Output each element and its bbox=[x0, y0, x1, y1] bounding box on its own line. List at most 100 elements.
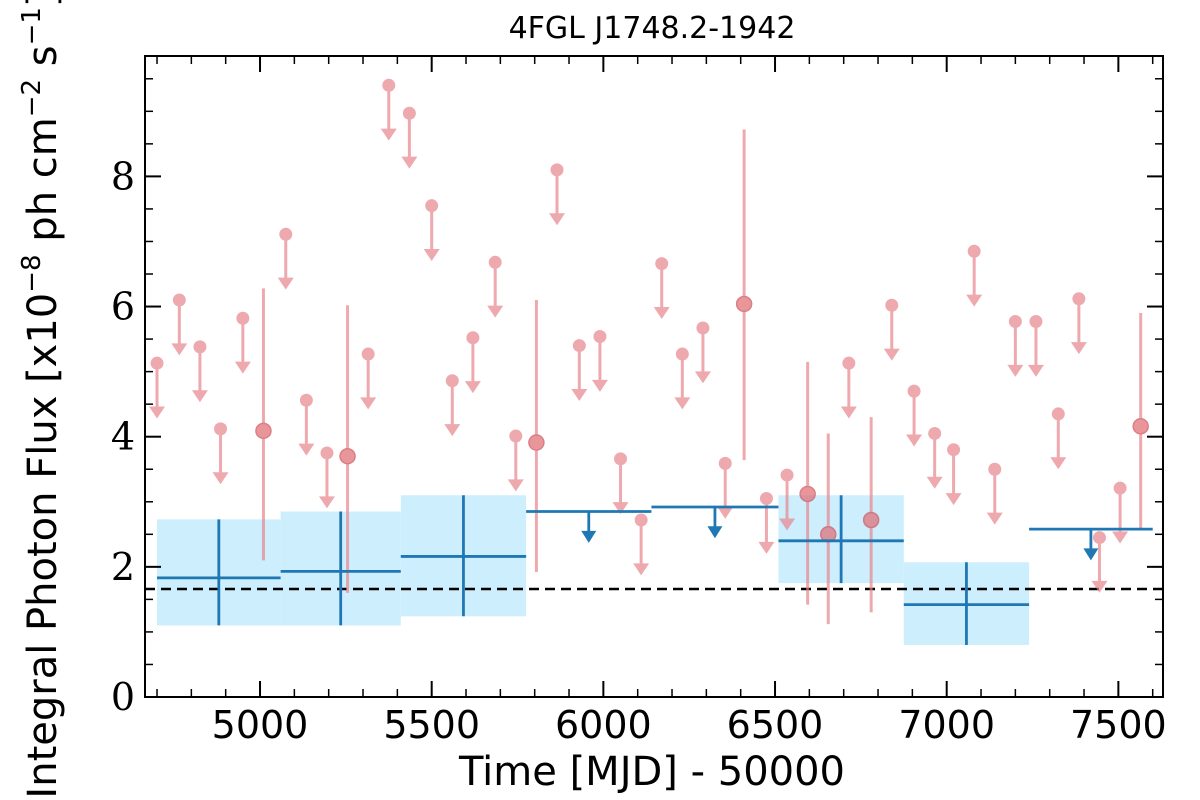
x-tick-label: 6000 bbox=[555, 703, 652, 747]
upper-limit-arrowhead bbox=[1070, 342, 1087, 355]
upper-limit-point bbox=[988, 462, 1002, 476]
upper-limit-point bbox=[1008, 315, 1022, 329]
upper-limit-point bbox=[509, 429, 523, 443]
y-tick-label: 2 bbox=[111, 545, 135, 589]
short-bin-upper-limit bbox=[906, 384, 923, 447]
upper-limit-point bbox=[320, 446, 334, 460]
upper-limit-arrowhead bbox=[507, 479, 524, 492]
upper-limit-arrowhead bbox=[1007, 364, 1024, 377]
long-bin-series bbox=[157, 495, 1153, 645]
upper-limit-arrowhead bbox=[277, 277, 294, 290]
upper-limit-arrowhead bbox=[401, 156, 418, 169]
short-bin-upper-limit bbox=[674, 347, 691, 410]
upper-limit-arrowhead bbox=[1050, 457, 1067, 470]
short-bin-upper-limit bbox=[591, 329, 608, 392]
upper-limit-point bbox=[150, 356, 164, 370]
short-bin-upper-limit bbox=[966, 244, 983, 307]
upper-limit-point bbox=[675, 347, 689, 361]
chart-title: 4FGL J1748.2-1942 bbox=[509, 11, 796, 46]
upper-limit-point bbox=[214, 422, 228, 436]
upper-limit-point bbox=[696, 321, 710, 335]
upper-limit-point bbox=[634, 513, 648, 527]
short-bin-upper-limit bbox=[779, 468, 796, 531]
upper-limit-arrowhead bbox=[171, 343, 188, 356]
axes-frame bbox=[144, 55, 1164, 698]
long-bin-upper-limit bbox=[526, 510, 652, 543]
upper-limit-arrowhead bbox=[906, 434, 923, 447]
upper-limit-arrowhead bbox=[360, 397, 377, 410]
short-bin-upper-limit bbox=[1027, 315, 1044, 377]
tick-marks bbox=[145, 56, 1163, 698]
upper-limit-arrowhead bbox=[612, 502, 629, 515]
short-bin-detection bbox=[1132, 313, 1149, 531]
upper-limit-arrowhead bbox=[926, 476, 943, 489]
upper-limit-point bbox=[550, 163, 564, 177]
short-bin-upper-limit bbox=[986, 462, 1003, 525]
short-bin-upper-limit bbox=[318, 446, 335, 509]
short-bin-upper-limit bbox=[883, 298, 900, 361]
detection-point bbox=[862, 511, 880, 529]
short-bin-upper-limit bbox=[487, 255, 504, 318]
upper-limit-arrowhead bbox=[883, 348, 900, 361]
upper-limit-point bbox=[193, 340, 207, 354]
upper-limit-point bbox=[299, 393, 313, 407]
upper-limit-arrowhead bbox=[318, 496, 335, 509]
upper-limit-arrowhead bbox=[423, 249, 440, 262]
upper-limit-point bbox=[593, 329, 607, 343]
short-bin-detection bbox=[735, 129, 753, 461]
y-tick-label: 4 bbox=[111, 415, 135, 459]
detection-point bbox=[339, 447, 356, 465]
x-tick-label: 5000 bbox=[212, 703, 309, 747]
short-bin-series bbox=[149, 78, 1149, 625]
x-axis-label: Time [MJD] - 50000 bbox=[458, 749, 845, 795]
upper-limit-point bbox=[1113, 481, 1127, 495]
short-bin-upper-limit bbox=[380, 78, 397, 141]
y-tick-label: 8 bbox=[111, 154, 135, 198]
short-bin-upper-limit bbox=[298, 393, 315, 456]
short-bin-upper-limit bbox=[926, 426, 943, 489]
long-bin-ul-arrowhead bbox=[581, 530, 597, 543]
x-tick-label: 5500 bbox=[383, 703, 480, 747]
upper-limit-arrowhead bbox=[549, 213, 566, 226]
upper-limit-point bbox=[907, 384, 921, 398]
upper-limit-point bbox=[445, 374, 459, 388]
upper-limit-arrowhead bbox=[464, 381, 481, 394]
detection-point bbox=[255, 422, 272, 440]
upper-limit-arrowhead bbox=[966, 294, 983, 307]
short-bin-upper-limit bbox=[423, 199, 440, 262]
upper-limit-point bbox=[361, 347, 375, 361]
short-bin-upper-limit bbox=[277, 227, 294, 290]
long-bin-detection bbox=[157, 519, 281, 626]
short-bin-upper-limit bbox=[464, 331, 481, 394]
x-tick-label: 7500 bbox=[1070, 703, 1167, 747]
upper-limit-arrowhead bbox=[149, 406, 166, 419]
short-bin-upper-limit bbox=[191, 340, 208, 403]
long-bin-ul-arrowhead bbox=[707, 526, 723, 539]
short-bin-upper-limit bbox=[212, 422, 229, 485]
upper-limit-point bbox=[614, 452, 628, 466]
detection-point bbox=[735, 295, 753, 313]
detection-point bbox=[799, 485, 816, 503]
y-axis-label: Integral Photon Flux [x10−8 ph cm−2 s−1] bbox=[17, 0, 66, 799]
short-bin-upper-limit bbox=[1050, 407, 1067, 470]
upper-limit-point bbox=[236, 311, 250, 325]
short-bin-upper-limit bbox=[612, 452, 629, 515]
short-bin-detection bbox=[862, 417, 880, 613]
upper-limit-point bbox=[718, 456, 732, 470]
upper-limit-point bbox=[655, 257, 669, 271]
upper-limit-arrowhead bbox=[1112, 531, 1129, 544]
upper-limit-arrowhead bbox=[945, 493, 962, 506]
upper-limit-arrowhead bbox=[674, 397, 691, 410]
short-bin-upper-limit bbox=[507, 429, 524, 492]
upper-limit-point bbox=[1092, 531, 1106, 545]
short-bin-detection bbox=[339, 305, 356, 593]
y-tick-label: 6 bbox=[111, 285, 135, 329]
upper-limit-point bbox=[780, 468, 794, 482]
long-bin-detection bbox=[778, 495, 904, 584]
short-bin-detection bbox=[528, 300, 545, 573]
upper-limit-arrowhead bbox=[591, 379, 608, 392]
upper-limit-arrowhead bbox=[444, 424, 461, 437]
upper-limit-arrowhead bbox=[380, 128, 397, 141]
upper-limit-point bbox=[382, 78, 396, 92]
